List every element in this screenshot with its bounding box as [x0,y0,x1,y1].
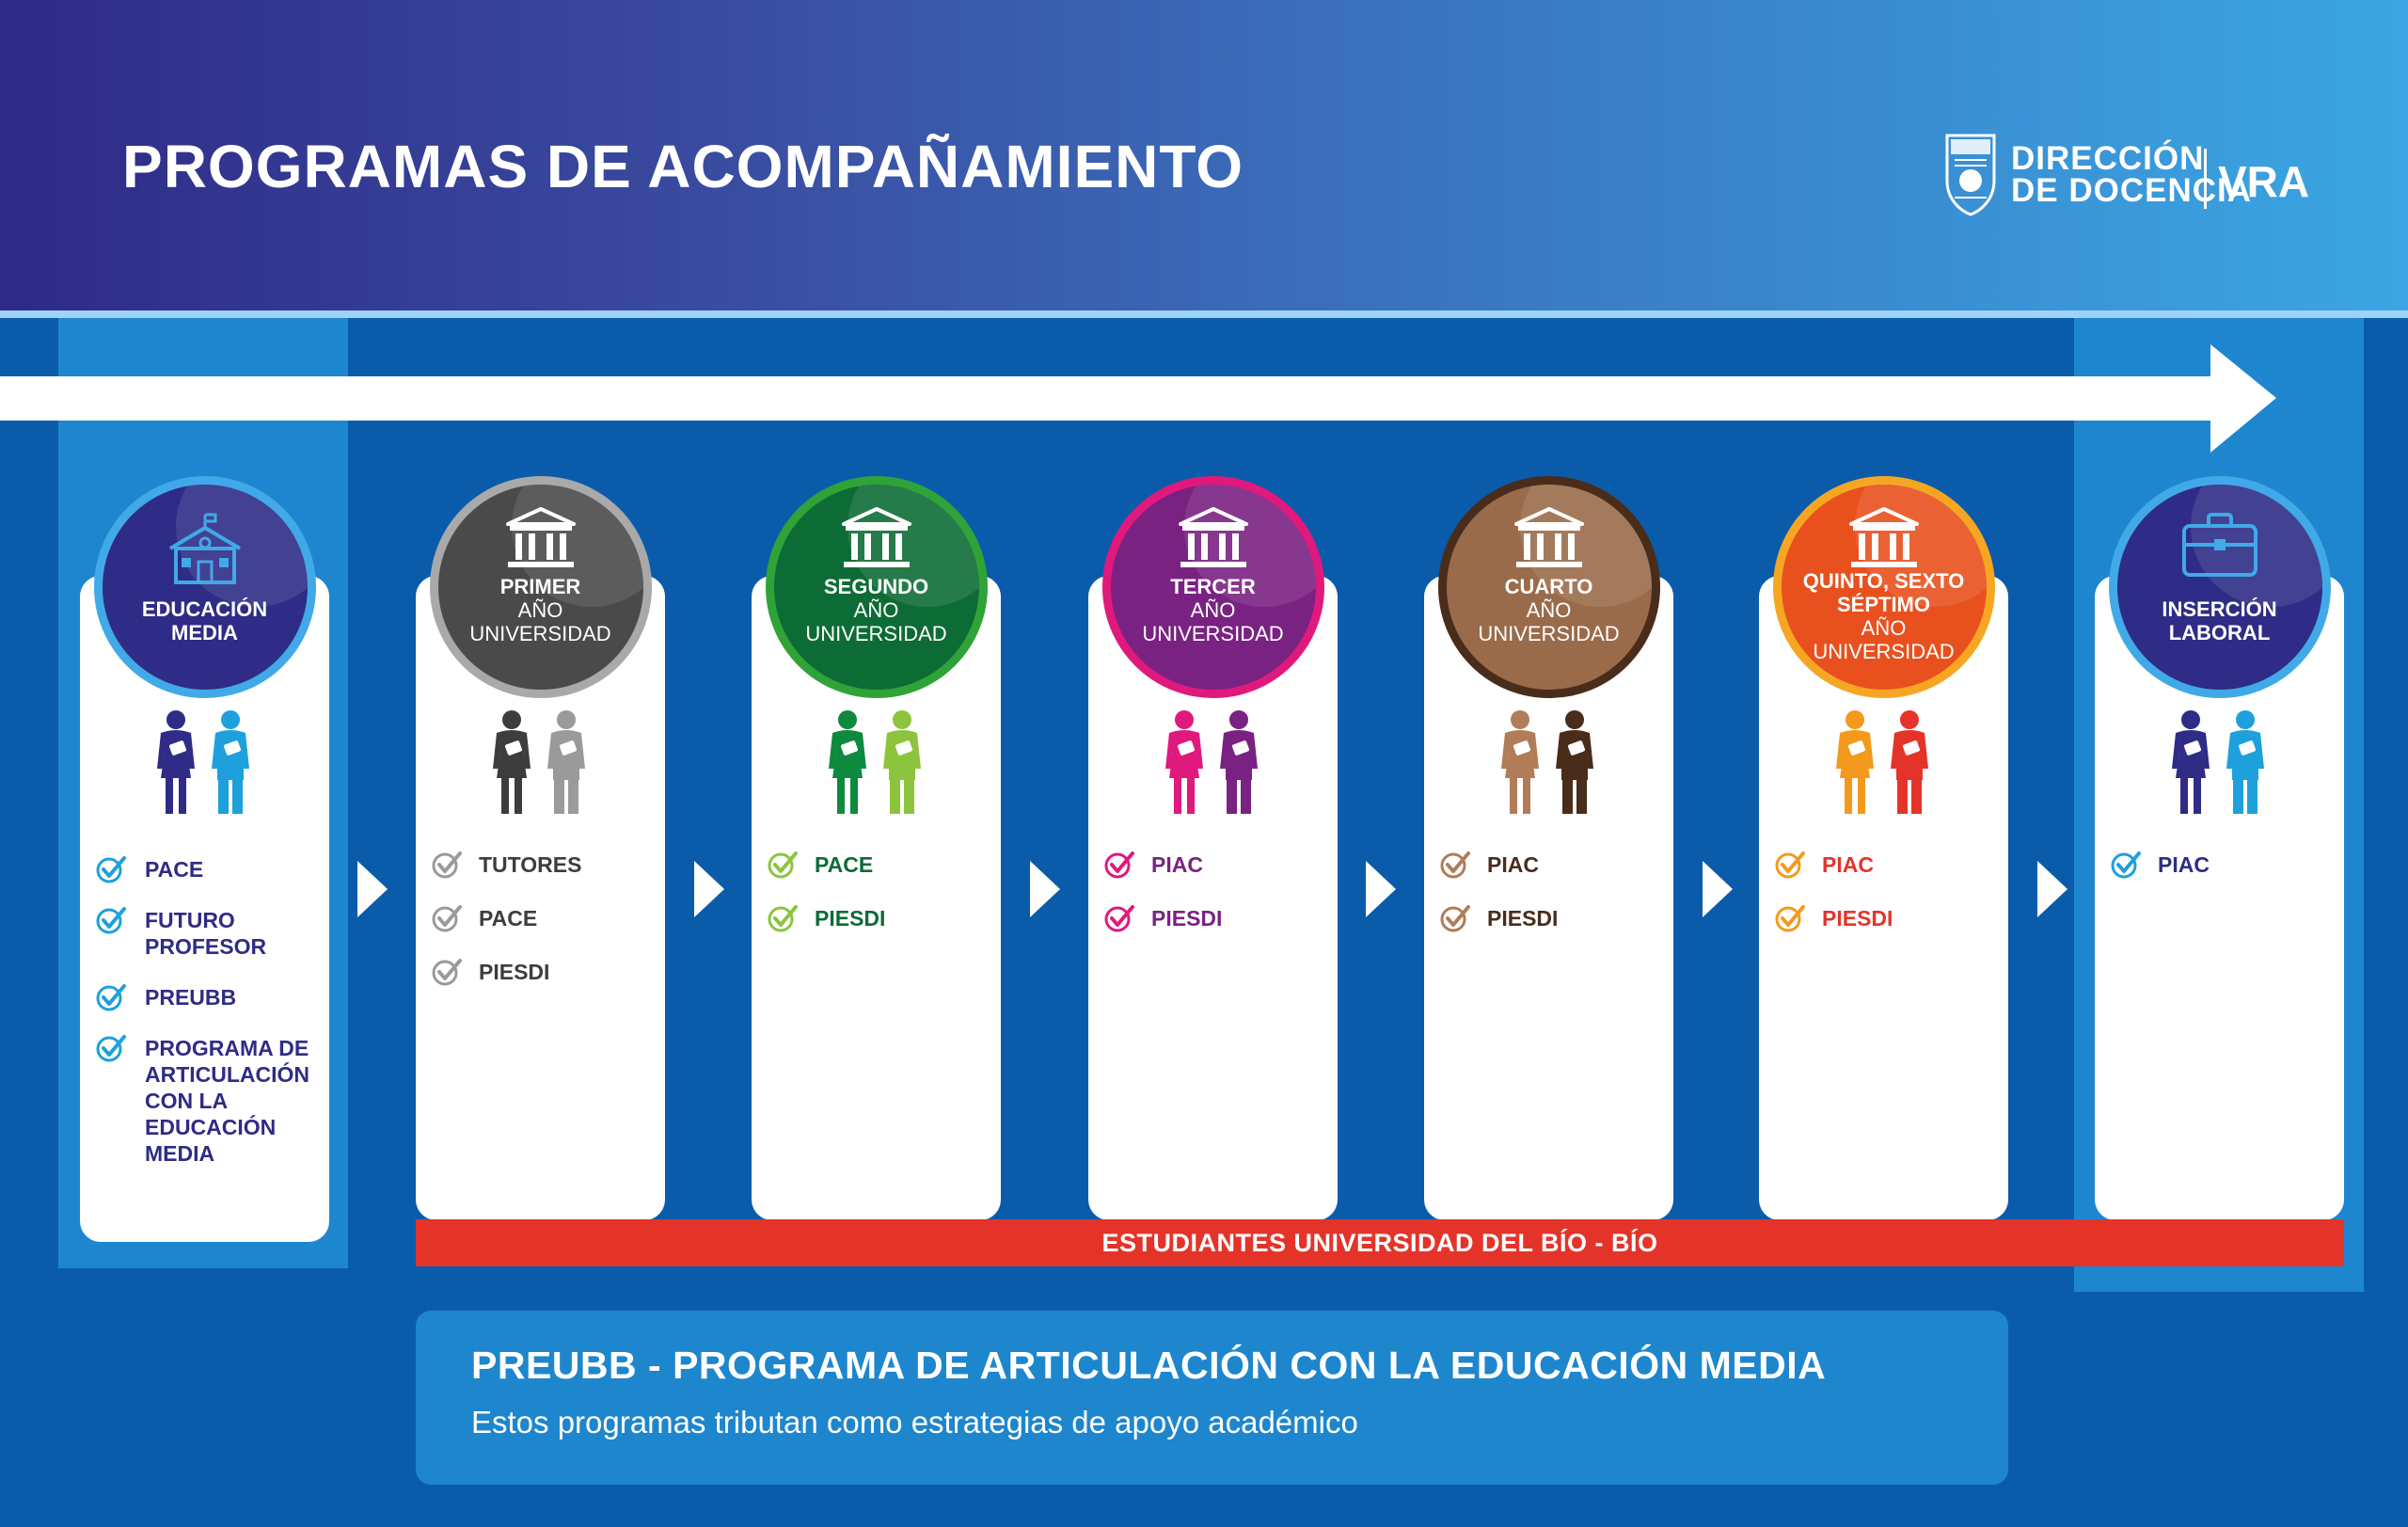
step-chevron-icon [694,861,724,917]
program-item-label: PREUBB [145,985,237,1010]
step-chevron-icon [357,861,388,917]
program-item: PIESDI [1775,905,2001,932]
program-item: PREUBB [96,984,322,1011]
students-icon [1162,710,1265,819]
step-chevron-icon [1030,861,1060,917]
students-icon [153,710,257,819]
program-item: PIESDI [1104,905,1330,932]
program-list: PIAC PIESDI [1104,851,1330,959]
logo-separator [2204,149,2207,209]
stage-label: INSERCIÓN LABORAL [2162,597,2277,644]
program-item: PIESDI [432,959,657,986]
program-item: PIAC [1104,851,1330,879]
program-item: FUTURO PROFESOR [96,907,322,960]
stage-circle-cuarto-ano: CUARTO AÑO UNIVERSIDAD [1437,476,1660,698]
program-list: PIAC PIESDI [1440,851,1666,959]
step-chevron-icon [1366,861,1396,917]
stage-circle-primer-ano: PRIMER AÑO UNIVERSIDAD [429,476,652,698]
program-list: PACE FUTURO PROFESOR PREUBB PROGRAMA DE ART… [96,856,322,1191]
page-title: PROGRAMAS DE ACOMPAÑAMIENTO [122,133,1244,200]
program-item-label: PIESDI [1487,906,1559,931]
stage-label: SEGUNDO AÑO UNIVERSIDAD [805,575,947,645]
program-item-label: PACE [145,857,204,882]
program-item-label: FUTURO PROFESOR [145,908,267,959]
university-icon [840,505,913,576]
university-icon [1177,505,1250,576]
program-item: PACE [768,851,993,879]
stage-circle-insercion-laboral: INSERCIÓN LABORAL [2108,476,2331,698]
program-item-label: PACE [815,852,874,877]
stage-circle-quinto-ano: QUINTO, SEXTO SÉPTIMO AÑO UNIVERSIDAD [1772,476,1995,698]
header-divider [0,310,2408,318]
students-icon [825,710,928,819]
students-banner: ESTUDIANTES UNIVERSIDAD DEL BÍO - BÍO [416,1219,2344,1266]
stage-circle-educacion-media: EDUCACIÓN MEDIA [93,476,316,698]
stage-label: CUARTO AÑO UNIVERSIDAD [1478,575,1620,645]
info-subtitle: Estos programas tributan como estrategia… [471,1405,1358,1440]
university-icon [504,505,578,576]
info-box: PREUBB - PROGRAMA DE ARTICULACIÓN CON LA… [416,1311,2008,1485]
university-icon [1847,505,1921,576]
step-chevron-icon [1703,861,1733,917]
program-list: PIAC PIESDI [1775,851,2001,959]
program-item-label: TUTORES [479,852,582,877]
program-item-label: PIESDI [479,960,550,984]
program-item: PIESDI [1440,905,1666,932]
program-item: PIAC [2111,851,2337,879]
program-item: PACE [96,856,322,883]
program-item: PIAC [1775,851,2001,879]
program-item-label: PROGRAMA DE ARTICULACIÓN CON LA EDUCACIÓ… [145,1036,310,1166]
stage-circle-segundo-ano: SEGUNDO AÑO UNIVERSIDAD [765,476,988,698]
program-item: TUTORES [432,851,657,879]
stage-circle-tercer-ano: TERCER AÑO UNIVERSIDAD [1101,476,1324,698]
step-chevron-icon [2037,861,2067,917]
logo: DIRECCIÓN DE DOCENCIA VRA [1943,132,2309,221]
students-icon [1832,710,1936,819]
header-banner [0,0,2408,310]
briefcase-icon [2180,511,2259,583]
program-item: PIESDI [768,905,993,932]
program-list: PIAC [2111,851,2337,905]
program-item-label: PIESDI [815,906,886,931]
info-title: PREUBB - PROGRAMA DE ARTICULACIÓN CON LA… [471,1344,1827,1387]
program-item-label: PIESDI [1151,906,1223,931]
program-item-label: PIAC [1822,852,1874,877]
stage-label: EDUCACIÓN MEDIA [141,597,268,644]
program-item-label: PIAC [1151,852,1203,877]
university-icon [1513,505,1586,576]
students-icon [2168,710,2272,819]
logo-vra: VRA [2218,157,2310,206]
stage-label: TERCER AÑO UNIVERSIDAD [1142,575,1284,645]
program-list: PACE PIESDI [768,851,993,959]
stage-label: PRIMER AÑO UNIVERSIDAD [469,575,611,645]
program-item-label: PACE [479,906,538,931]
program-item-label: PIAC [1487,852,1539,877]
students-icon [1497,710,1601,819]
students-icon [489,710,593,819]
stage-label: QUINTO, SEXTO SÉPTIMO AÑO UNIVERSIDAD [1802,569,1965,663]
school-icon [165,511,246,591]
program-item: PACE [432,905,657,932]
logo-text: DIRECCIÓN DE DOCENCIA [2011,140,2253,209]
program-item: PROGRAMA DE ARTICULACIÓN CON LA EDUCACIÓ… [96,1035,322,1167]
program-item: PIAC [1440,851,1666,879]
university-shield-icon [1945,134,1996,216]
timeline-arrow [0,344,2276,453]
program-item-label: PIAC [2158,852,2210,877]
program-item-label: PIESDI [1822,906,1893,931]
program-list: TUTORES PACE PIESDI [432,851,657,1012]
